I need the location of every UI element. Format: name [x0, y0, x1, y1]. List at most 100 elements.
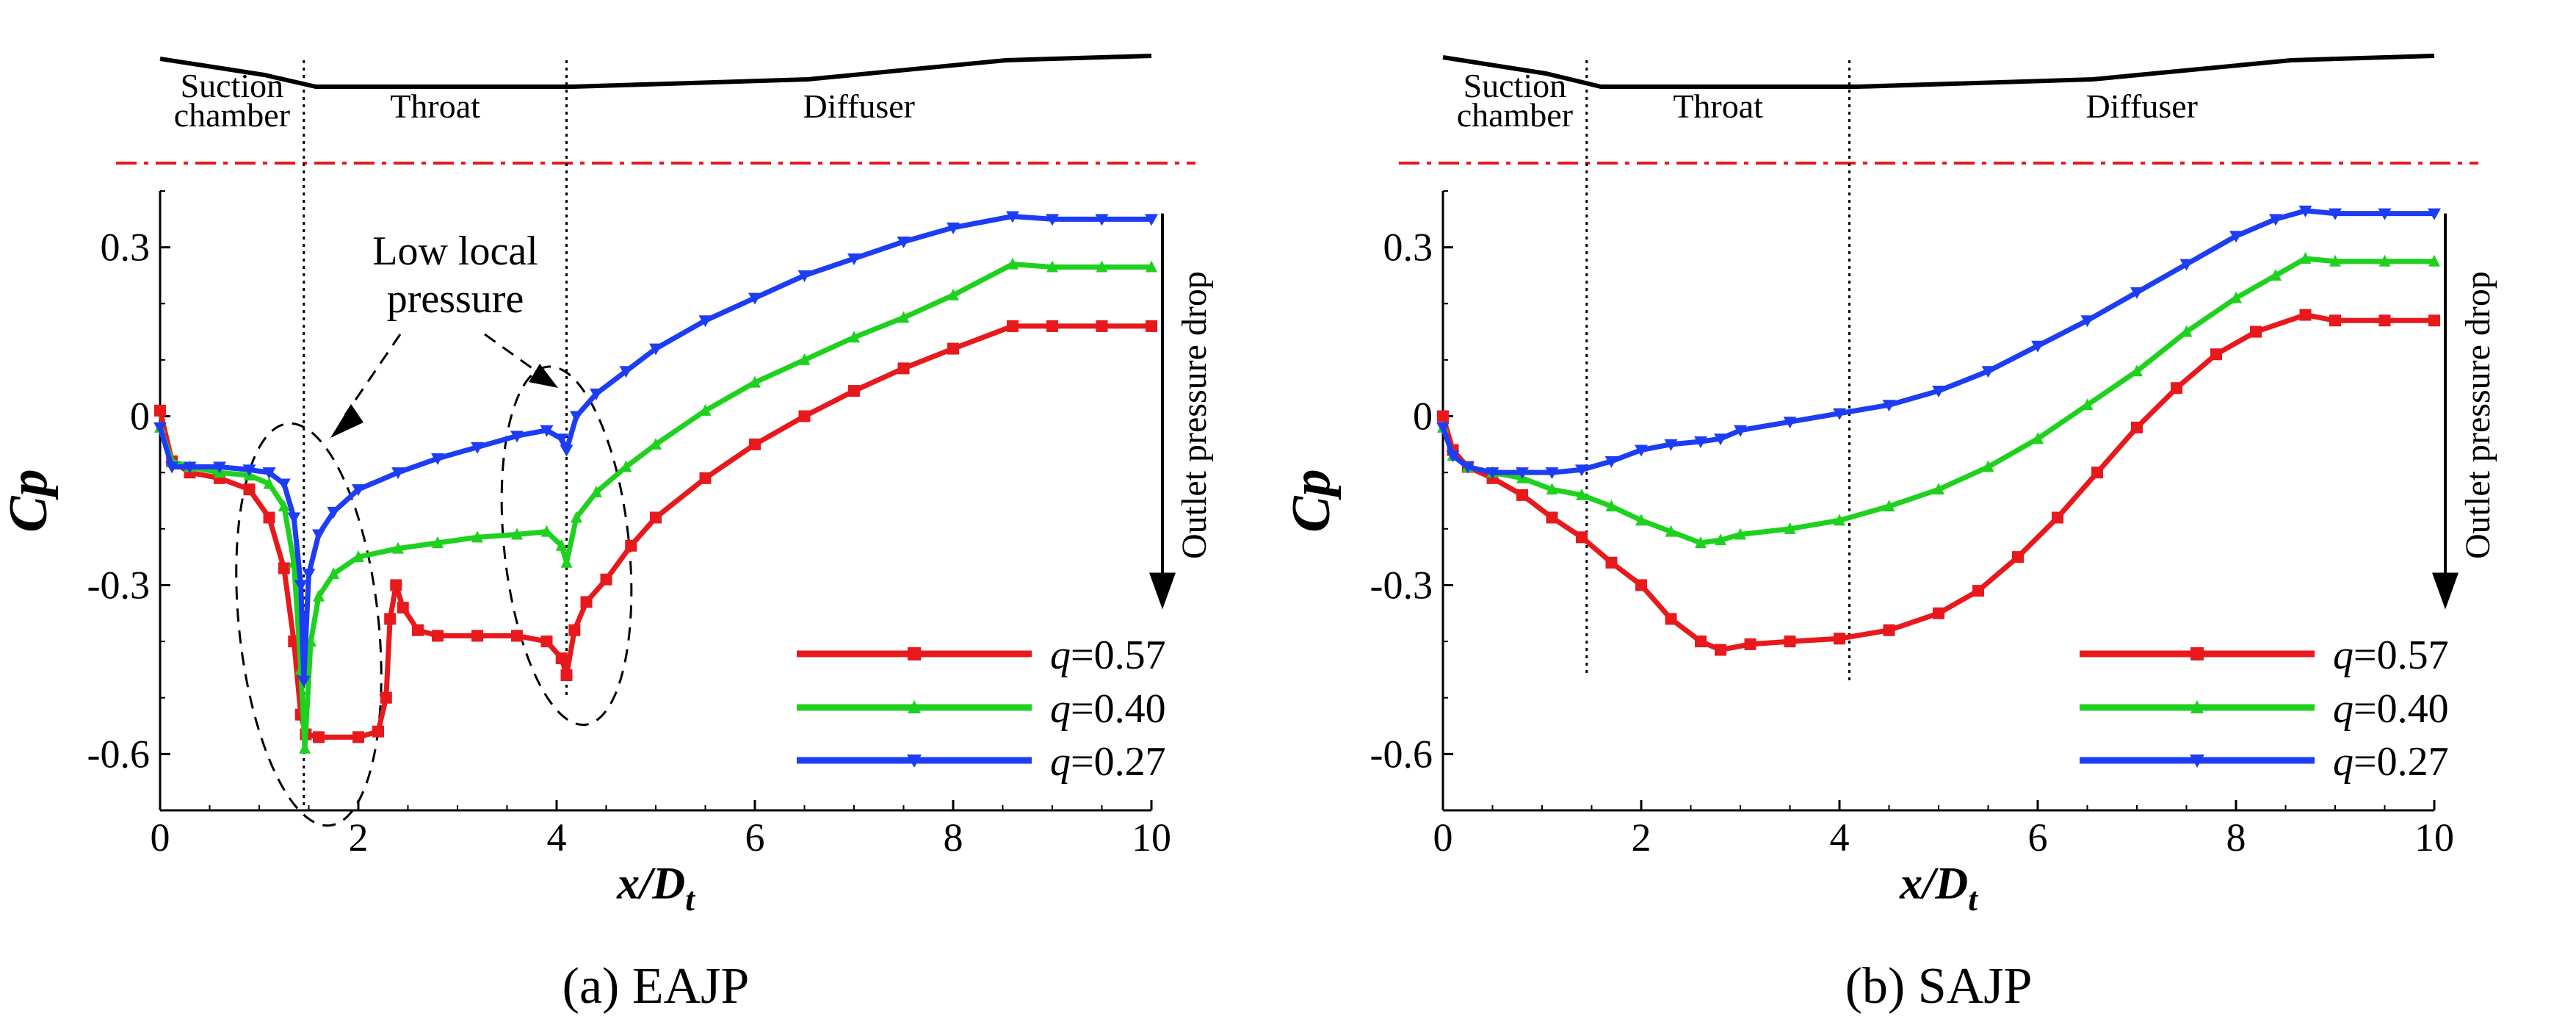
data-point	[560, 555, 573, 568]
y-tick-label: 0.3	[101, 226, 151, 270]
data-point	[590, 388, 603, 400]
outlet-pressure-drop-label: Outlet pressure drop	[2459, 271, 2497, 559]
data-point	[2270, 268, 2282, 281]
data-point	[2378, 208, 2392, 220]
data-point	[1461, 461, 1475, 474]
data-point	[560, 444, 574, 457]
data-point	[1146, 260, 1157, 273]
data-point	[749, 438, 761, 450]
data-point	[1545, 467, 1559, 480]
legend-value: =0.40	[2354, 686, 2449, 732]
data-point	[297, 675, 311, 688]
x-tick-label: 10	[2414, 815, 2454, 860]
data-point	[568, 624, 581, 636]
data-point	[287, 512, 301, 525]
data-point	[327, 506, 341, 519]
data-point	[1834, 514, 1845, 526]
data-point	[1046, 320, 1058, 332]
data-point	[699, 472, 712, 484]
x-tick-label: 8	[2226, 815, 2246, 860]
legend-label: q=0.40	[2333, 686, 2449, 732]
data-point	[1007, 320, 1019, 332]
data-point	[797, 270, 811, 282]
data-point	[391, 467, 405, 480]
data-point	[1096, 260, 1108, 273]
data-point	[1695, 635, 1707, 648]
data-point	[947, 222, 960, 234]
y-tick-label: -0.6	[1370, 732, 1433, 776]
data-point	[698, 315, 712, 328]
x-axis-label: x/Dt	[616, 859, 695, 918]
data-point	[1516, 489, 1528, 501]
data-point	[278, 500, 290, 512]
data-point	[2080, 315, 2094, 328]
data-point	[183, 461, 197, 474]
annotation-arrow	[484, 333, 537, 372]
y-axis-label: Cp	[1281, 469, 1342, 532]
x-tick-label: 4	[1830, 815, 1850, 860]
data-point	[560, 669, 573, 682]
annotation-arrow-head	[529, 364, 558, 388]
data-point	[2428, 254, 2440, 267]
data-point	[619, 366, 633, 378]
data-point	[471, 630, 483, 642]
data-point	[1734, 425, 1747, 437]
data-point	[1546, 511, 1558, 524]
data-point	[1605, 500, 1618, 512]
data-point	[380, 691, 392, 704]
data-point	[620, 460, 632, 472]
data-point	[1436, 422, 1450, 434]
legend-value: =0.27	[1071, 739, 1166, 785]
data-point	[1146, 320, 1157, 332]
data-point	[650, 437, 662, 450]
y-tick-label: 0	[1413, 395, 1433, 439]
data-point	[625, 539, 637, 552]
data-point	[1576, 488, 1588, 500]
data-point	[554, 433, 568, 446]
data-point	[1006, 211, 1019, 223]
data-point	[555, 652, 568, 665]
x-axis-label-main: x/D	[1899, 859, 1968, 909]
data-point	[213, 461, 226, 474]
data-point	[1665, 613, 1677, 625]
region-label-line: chamber	[174, 96, 290, 134]
data-point	[1665, 525, 1677, 537]
legend-q: q	[1050, 739, 1071, 785]
region-label-line: Suction	[1464, 67, 1567, 104]
data-point	[2130, 287, 2143, 299]
data-point	[372, 725, 384, 738]
data-point	[1883, 500, 1895, 512]
x-axis-label: x/Dt	[1899, 859, 1978, 918]
data-point	[1734, 527, 1746, 540]
legend-label: q=0.27	[2333, 739, 2449, 785]
data-point	[1145, 214, 1158, 226]
legend-label: q=0.57	[1050, 633, 1166, 678]
data-point	[1096, 320, 1108, 332]
legend-value: =0.40	[1071, 686, 1166, 732]
data-point	[2250, 325, 2262, 338]
low-pressure-ellipse	[500, 365, 633, 727]
legend-value: =0.57	[2354, 633, 2449, 678]
data-point	[947, 288, 959, 300]
outlet-arrow-head	[1149, 572, 1176, 610]
data-point	[1932, 386, 1945, 398]
data-point	[1486, 467, 1499, 480]
data-point	[1437, 410, 1449, 422]
geometry-outline	[159, 54, 1152, 89]
annotation-label-line: pressure	[387, 276, 524, 322]
data-point	[1714, 433, 1727, 446]
legend-q: q	[1050, 686, 1071, 732]
data-point	[2230, 291, 2242, 303]
data-point	[412, 624, 424, 636]
data-point	[510, 431, 524, 443]
series-line	[1440, 256, 2434, 546]
region-label-line: Suction	[181, 67, 284, 104]
data-point	[352, 484, 365, 497]
region-label: Diffuser	[803, 87, 915, 125]
data-point	[432, 536, 444, 548]
legend-marker	[2190, 647, 2204, 660]
data-point	[312, 529, 325, 541]
data-point	[1715, 533, 1726, 546]
